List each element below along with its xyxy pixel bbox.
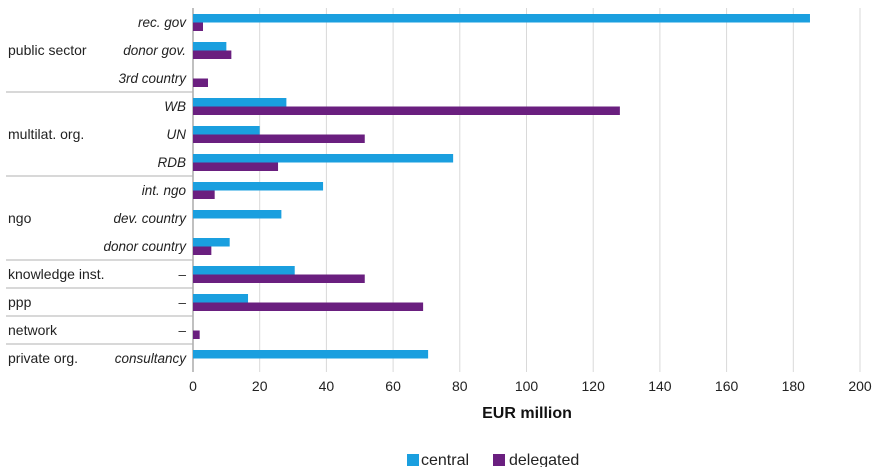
x-axis-title: EUR million [482,405,572,422]
bar-central [193,350,429,359]
group-label: network [8,322,58,338]
x-axis-ticks: 0 20 40 60 80 100 120 140 160 180 200 [189,378,872,394]
bar-central [193,14,810,23]
x-tick-label: 180 [782,378,806,394]
x-tick-label: 200 [848,378,872,394]
bar-delegated [193,106,620,115]
x-tick-label: 40 [319,378,335,394]
group-label: private org. [8,350,78,366]
category-label: rec. gov [138,15,187,30]
x-tick-label: 140 [648,378,672,394]
x-tick-label: 0 [189,378,197,394]
x-tick-label: 120 [582,378,606,394]
x-tick-label: 160 [715,378,739,394]
bar-central [193,182,324,191]
bar-central [193,42,227,51]
bar-delegated [193,274,365,283]
category-label: consultancy [115,351,188,366]
legend: central delegated [407,452,579,467]
category-label: – [177,323,186,338]
legend-swatch-delegated [493,454,505,466]
bar-delegated [193,22,204,31]
x-tick-label: 80 [452,378,468,394]
group-label: knowledge inst. [8,266,105,282]
bar-central [193,238,230,247]
bar-delegated [193,190,215,199]
legend-label-central: central [421,452,469,467]
bar-central [193,126,260,135]
bar-delegated [193,246,212,255]
x-tick-label: 100 [515,378,539,394]
category-label: 3rd country [118,71,187,86]
bar-delegated [193,330,200,339]
x-tick-label: 20 [252,378,268,394]
category-label: – [177,267,186,282]
legend-swatch-central [407,454,419,466]
bar-delegated [193,302,424,311]
bar-central [193,210,282,219]
category-label: UN [167,127,187,142]
bar-delegated [193,78,209,87]
group-label: ngo [8,210,32,226]
group-label: multilat. org. [8,126,84,142]
bar-delegated [193,50,232,59]
bar-central [193,98,287,107]
legend-label-delegated: delegated [509,452,579,467]
category-label: donor gov. [123,43,186,58]
bar-central [193,154,454,163]
category-label: WB [164,99,186,114]
group-label: ppp [8,294,32,310]
category-label: donor country [103,239,187,254]
category-label: RDB [157,155,186,170]
bar-delegated [193,162,279,171]
bar-central [193,266,295,275]
category-label: int. ngo [142,183,187,198]
x-tick-label: 60 [385,378,401,394]
bars [193,14,810,359]
group-label: public sector [8,42,87,58]
category-label: – [177,295,186,310]
grid-lines [192,8,861,372]
bar-central [193,294,249,303]
category-labels: public sector rec. gov donor gov. 3rd count… [6,15,193,366]
bar-delegated [193,134,365,143]
category-label: dev. country [113,211,187,226]
